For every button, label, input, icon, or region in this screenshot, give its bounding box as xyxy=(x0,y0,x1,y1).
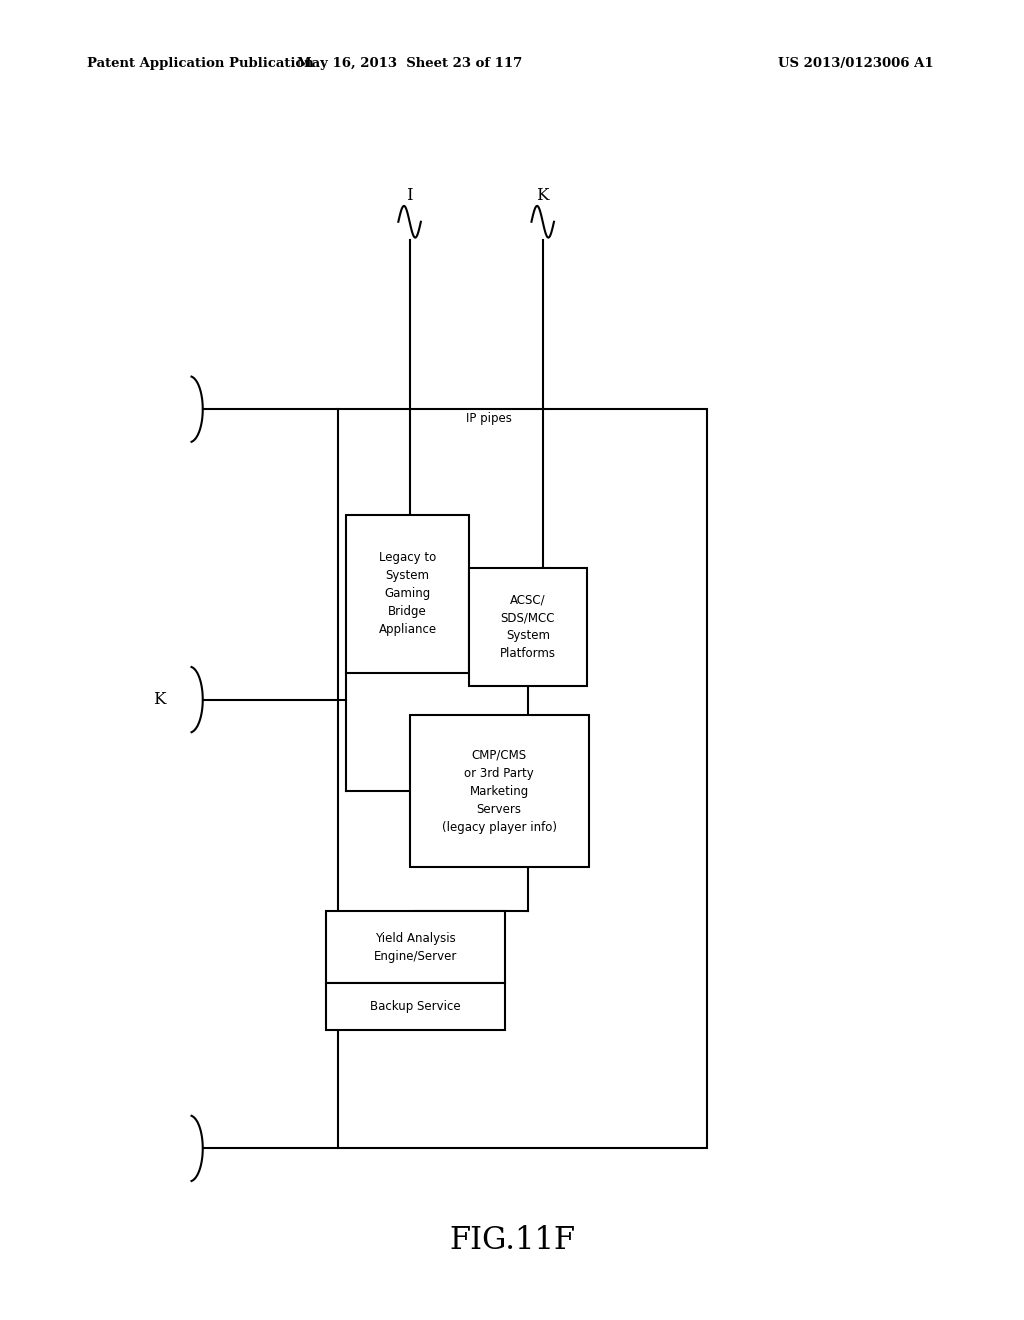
Bar xyxy=(346,515,469,673)
Text: May 16, 2013  Sheet 23 of 117: May 16, 2013 Sheet 23 of 117 xyxy=(297,57,522,70)
Text: IP pipes: IP pipes xyxy=(466,412,512,425)
Text: Yield Analysis
Engine/Server: Yield Analysis Engine/Server xyxy=(374,932,457,962)
Text: Legacy to
System
Gaming
Bridge
Appliance: Legacy to System Gaming Bridge Appliance xyxy=(379,552,436,636)
Text: FIG.11F: FIG.11F xyxy=(449,1225,575,1257)
Bar xyxy=(326,911,505,983)
Text: K: K xyxy=(154,692,166,708)
Bar xyxy=(338,409,707,1148)
Text: ACSC/
SDS/MCC
System
Platforms: ACSC/ SDS/MCC System Platforms xyxy=(500,594,556,660)
Bar xyxy=(410,715,589,867)
Bar xyxy=(469,568,587,686)
Text: CMP/CMS
or 3rd Party
Marketing
Servers
(legacy player info): CMP/CMS or 3rd Party Marketing Servers (… xyxy=(441,748,557,834)
Text: K: K xyxy=(537,187,549,203)
Bar xyxy=(326,983,505,1030)
Text: Patent Application Publication: Patent Application Publication xyxy=(87,57,313,70)
Text: I: I xyxy=(407,187,413,203)
Text: Backup Service: Backup Service xyxy=(370,1001,461,1012)
Text: US 2013/0123006 A1: US 2013/0123006 A1 xyxy=(778,57,934,70)
